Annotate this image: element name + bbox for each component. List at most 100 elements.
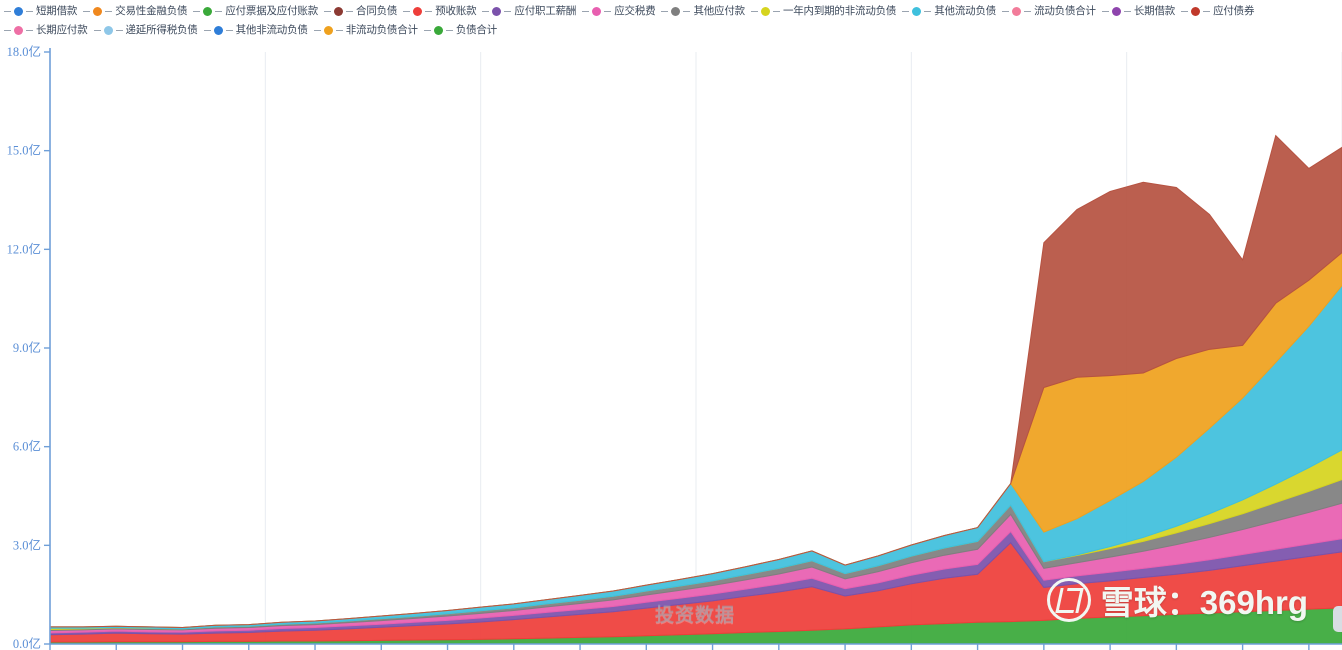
center-watermark: 投资数据 (655, 605, 736, 626)
y-axis-tick-label: 18.0亿 (7, 44, 41, 59)
legend-item-15[interactable]: 其他非流动负债 (203, 21, 308, 40)
legend-label: 非流动负债合计 (345, 24, 418, 37)
legend-line-icon (604, 11, 612, 12)
y-axis-tick-label: 12.0亿 (7, 241, 41, 256)
legend-dot-icon (323, 26, 333, 35)
legend-line-icon (93, 30, 101, 31)
legend-dot-icon (334, 7, 344, 16)
legend-line-icon (335, 30, 343, 31)
legend-item-6[interactable]: 应交税费 (582, 2, 656, 21)
chart-plot-area: 0.0亿 3.0亿 6.0亿 9.0亿 12.0亿 15.0亿 18.0亿 (0, 44, 1342, 650)
legend-line-icon (772, 11, 780, 12)
legend-dot-icon (492, 7, 502, 16)
legend-dot-icon (14, 26, 23, 35)
legend-line-icon (26, 30, 33, 31)
legend-line-icon (425, 11, 433, 12)
legend-label: 应付债券 (1213, 5, 1255, 18)
legend-item-7[interactable]: 其他应付款 (661, 2, 745, 21)
legend-dot-icon (592, 7, 602, 16)
legend-label: 预收账款 (435, 5, 477, 18)
legend-item-2[interactable]: 应付票据及应付账款 (193, 2, 318, 21)
legend-line-icon (683, 11, 691, 12)
legend-label: 长期应付款 (36, 24, 88, 37)
legend-line-icon (1024, 11, 1032, 12)
legend-label: 交易性金融负债 (115, 5, 188, 18)
legend-item-12[interactable]: 应付债券 (1181, 2, 1254, 21)
legend-line-icon (346, 11, 354, 12)
legend-dot-icon (671, 7, 681, 16)
y-axis-tick-label: 6.0亿 (13, 439, 41, 454)
legend-item-10[interactable]: 流动负债合计 (1002, 2, 1096, 21)
scroll-edge-handle[interactable] (1333, 606, 1342, 632)
legend-item-9[interactable]: 其他流动负债 (902, 2, 996, 21)
legend-item-0[interactable]: 短期借款 (4, 2, 77, 21)
legend-line-icon (1002, 11, 1010, 12)
legend-dot-icon (103, 26, 113, 35)
legend-line-icon (115, 30, 123, 31)
legend-label: 负债合计 (455, 24, 498, 37)
area-series-17[interactable] (50, 134, 1342, 629)
legend-dot-icon (93, 7, 103, 16)
legend-dot-icon (213, 26, 223, 35)
legend-dot-icon (1191, 7, 1201, 16)
legend-line-icon (445, 30, 453, 31)
legend-label: 流动负债合计 (1034, 5, 1096, 18)
legend-label: 其他应付款 (693, 5, 745, 18)
legend-line-icon (193, 11, 201, 12)
legend-label: 应交税费 (614, 5, 656, 18)
legend-item-13[interactable]: 长期应付款 (4, 21, 88, 40)
legend-label: 合同负债 (356, 5, 398, 18)
legend-dot-icon (1111, 7, 1121, 16)
legend-line-icon (1123, 11, 1131, 12)
legend-line-icon (504, 11, 512, 12)
legend-line-icon (1203, 11, 1211, 12)
xueqiu-logo-icon (1046, 578, 1091, 622)
legend-item-16[interactable]: 非流动负债合计 (313, 21, 418, 40)
legend-line-icon (924, 11, 932, 12)
legend-dot-icon (14, 7, 23, 16)
legend-line-icon (215, 11, 223, 12)
legend-item-14[interactable]: 递延所得税负债 (93, 21, 198, 40)
legend-label: 应付职工薪酬 (514, 5, 577, 18)
legend-item-4[interactable]: 预收账款 (403, 2, 477, 21)
legend-line-icon (661, 11, 669, 12)
legend-line-icon (902, 11, 910, 12)
legend-item-1[interactable]: 交易性金融负债 (83, 2, 188, 21)
legend-dot-icon (912, 7, 922, 16)
legend-line-icon (26, 11, 33, 12)
legend-label: 递延所得税负债 (125, 24, 198, 37)
legend-label: 应付票据及应付账款 (225, 5, 319, 18)
y-axis-tick-label: 3.0亿 (13, 537, 41, 552)
legend-item-3[interactable]: 合同负债 (324, 2, 397, 21)
legend-line-icon (750, 11, 758, 12)
legend-line-icon (225, 30, 233, 31)
legend-dot-icon (413, 7, 423, 16)
legend-item-17[interactable]: 负债合计 (423, 21, 498, 40)
legend-line-icon (1101, 11, 1109, 12)
legend-label: 其他非流动负债 (235, 24, 308, 37)
legend-dot-icon (1012, 7, 1022, 16)
chart-legend: 短期借款 交易性金融负债 应付票据及应付账款 合同负债 预收账款 应付职工薪酬 应交税费 其他… (0, 0, 1342, 40)
legend-line-icon (203, 30, 211, 31)
legend-line-icon (324, 11, 332, 12)
legend-label: 一年内到期的非流动负债 (782, 5, 897, 18)
legend-line-icon (83, 11, 91, 12)
legend-line-icon (1181, 11, 1189, 12)
brand-watermark-text: 雪球：369hrg (1100, 584, 1308, 621)
y-axis-tick-label: 15.0亿 (7, 143, 41, 158)
legend-item-8[interactable]: 一年内到期的非流动负债 (750, 2, 897, 21)
legend-dot-icon (760, 7, 770, 16)
legend-item-11[interactable]: 长期借款 (1101, 2, 1176, 21)
legend-label: 长期借款 (1133, 5, 1176, 18)
legend-line-icon (313, 30, 321, 31)
legend-line-icon (582, 11, 590, 12)
legend-line-icon (105, 11, 113, 12)
legend-dot-icon (433, 26, 443, 35)
legend-line-icon (482, 11, 490, 12)
legend-line-icon (423, 30, 431, 31)
legend-line-icon (403, 11, 411, 12)
legend-line-icon (4, 11, 11, 12)
legend-item-5[interactable]: 应付职工薪酬 (482, 2, 576, 21)
y-axis-tick-label: 0.0亿 (13, 636, 41, 650)
